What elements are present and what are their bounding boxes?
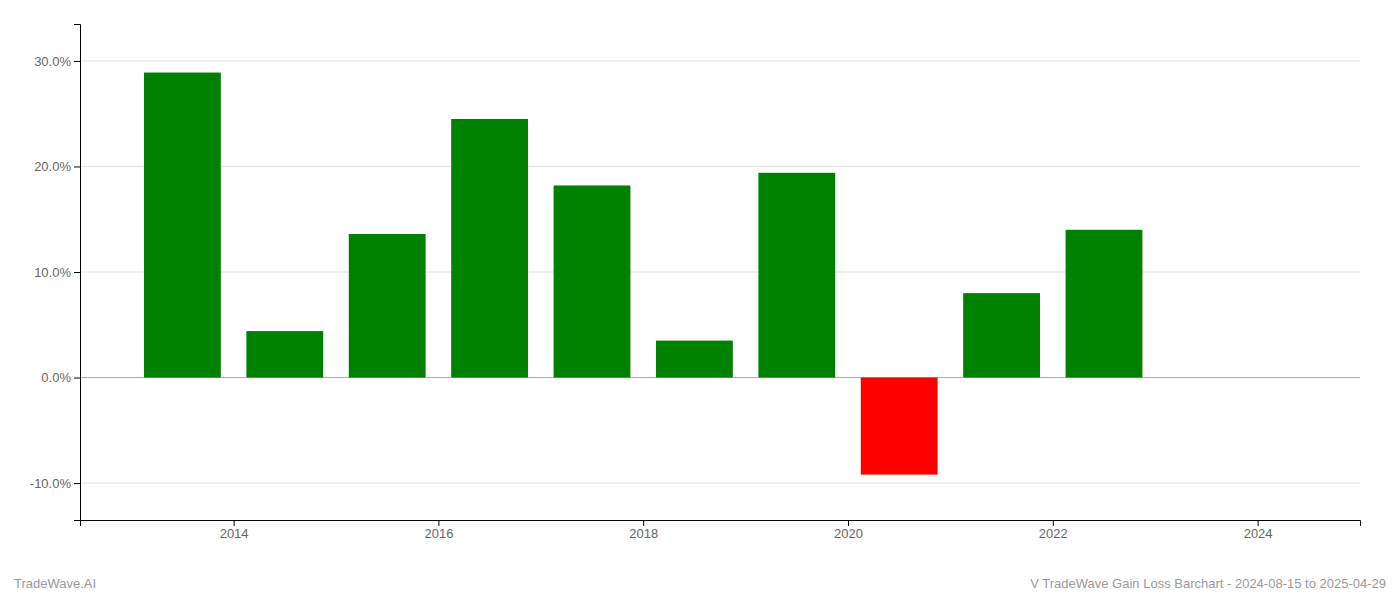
x-tick-label: 2024 bbox=[1244, 526, 1273, 541]
x-tick-mark bbox=[234, 520, 235, 526]
grid-line bbox=[80, 483, 1360, 484]
x-tick-mark bbox=[438, 520, 439, 526]
x-tick: 2018 bbox=[629, 520, 658, 541]
y-tick: -10.0% bbox=[30, 476, 80, 491]
bar bbox=[1066, 230, 1143, 378]
x-tick-label: 2020 bbox=[834, 526, 863, 541]
y-tick-label: 20.0% bbox=[34, 159, 71, 174]
y-axis-line bbox=[74, 25, 81, 521]
x-tick-label: 2016 bbox=[424, 526, 453, 541]
grid-line bbox=[80, 272, 1360, 273]
x-tick: 2014 bbox=[220, 520, 249, 541]
y-tick-mark bbox=[74, 61, 80, 62]
bar bbox=[349, 234, 426, 378]
x-tick-mark bbox=[848, 520, 849, 526]
x-tick-mark bbox=[643, 520, 644, 526]
grid-line bbox=[80, 60, 1360, 61]
grid-line bbox=[80, 166, 1360, 167]
watermark: TradeWave.AI bbox=[14, 576, 96, 591]
grid bbox=[80, 61, 1360, 483]
x-tick-label: 2022 bbox=[1039, 526, 1068, 541]
y-tick-mark bbox=[74, 378, 80, 379]
y-tick-mark bbox=[74, 166, 80, 167]
bar bbox=[246, 331, 323, 377]
bar bbox=[451, 119, 528, 378]
plot: 2014 2016 2018 2020 2022 2024 -10.0% 0.0% 10.0% 2… bbox=[30, 25, 1361, 542]
y-tick-label: -10.0% bbox=[30, 476, 72, 491]
title: V TradeWave Gain Loss Barchart - 2024-08… bbox=[1030, 576, 1386, 591]
y-tick-mark bbox=[74, 483, 80, 484]
x-tick-label: 2014 bbox=[220, 526, 249, 541]
bar bbox=[1168, 377, 1245, 378]
x-tick: 2020 bbox=[834, 520, 863, 541]
bars bbox=[144, 73, 1142, 475]
bar bbox=[861, 378, 938, 475]
x-tick-label: 2018 bbox=[629, 526, 658, 541]
x-tick-mark bbox=[1258, 520, 1259, 526]
x-tick-mark bbox=[1053, 520, 1054, 526]
y-tick: 10.0% bbox=[34, 265, 80, 280]
bar bbox=[758, 173, 835, 378]
y-tick-label: 30.0% bbox=[34, 54, 71, 69]
x-axis-line bbox=[81, 521, 1361, 527]
x-tick: 2022 bbox=[1039, 520, 1068, 541]
y-tick: 0.0% bbox=[41, 370, 80, 385]
x-tick: 2024 bbox=[1244, 520, 1273, 541]
chart: 2014 2016 2018 2020 2022 2024 -10.0% 0.0% 10.0% 2… bbox=[0, 0, 1400, 600]
x-axis: 2014 2016 2018 2020 2022 2024 bbox=[81, 520, 1361, 541]
bar bbox=[554, 185, 631, 377]
bar bbox=[656, 341, 733, 378]
bar bbox=[963, 293, 1040, 377]
y-axis: -10.0% 0.0% 10.0% 20.0% 30.0% bbox=[30, 25, 81, 521]
y-tick-label: 10.0% bbox=[34, 265, 71, 280]
bar bbox=[144, 73, 221, 378]
y-tick-mark bbox=[74, 272, 80, 273]
y-tick: 20.0% bbox=[34, 159, 80, 174]
y-tick-label: 0.0% bbox=[41, 370, 71, 385]
y-tick: 30.0% bbox=[34, 54, 80, 69]
x-tick: 2016 bbox=[424, 520, 453, 541]
